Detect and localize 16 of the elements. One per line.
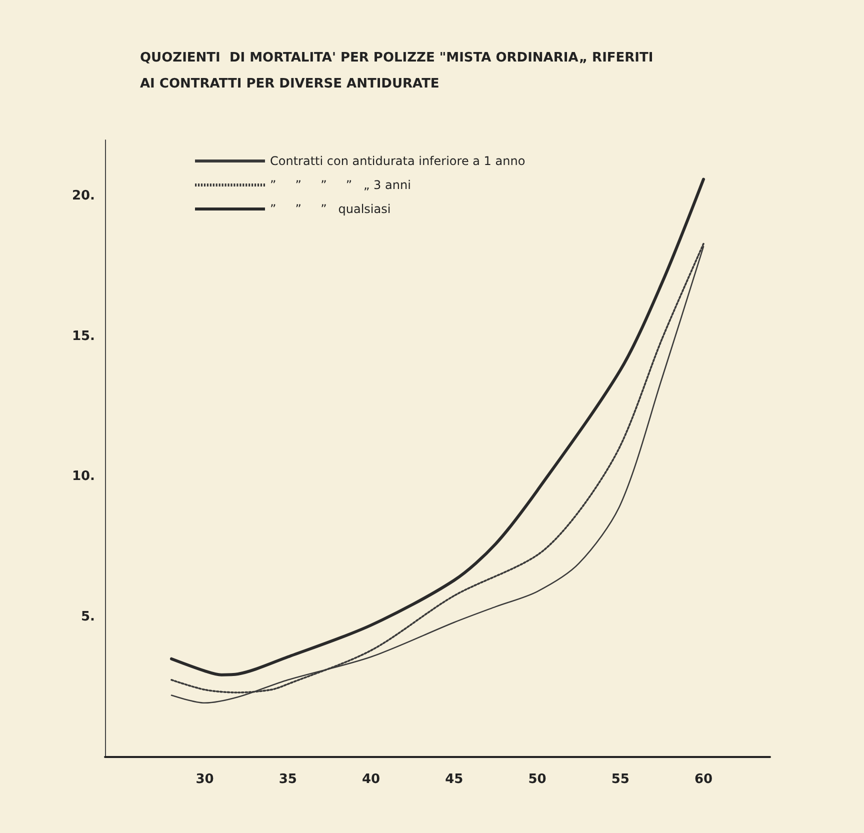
x-tick-label: 40: [362, 772, 380, 787]
x-tick-label: 30: [196, 772, 214, 787]
x-tick-label: 35: [278, 772, 297, 787]
y-tick-label: 20.: [72, 188, 95, 204]
y-tick-label: 15.: [72, 328, 95, 344]
legend-label: ” ” ” qualsiasi: [270, 202, 391, 216]
x-tick-label: 55: [611, 772, 630, 787]
x-tick-label: 60: [694, 772, 713, 787]
y-tick-label: 10.: [72, 469, 95, 484]
x-tick-label: 50: [528, 772, 546, 787]
legend-label: Contratti con antidurata inferiore a 1 anno: [270, 154, 526, 168]
legend-label: ” ” ” ” „ 3 anni: [270, 178, 411, 192]
chart-title: QUOZIENTI DI MORTALITA' PER POLIZZE "MISTA ORDINARIA„ RIFERITI AI CONTRATTI PER DIVERSE ANTIDURATE: [140, 50, 654, 92]
y-tick-label: 5.: [81, 609, 95, 624]
x-tick-label: 45: [445, 772, 464, 787]
line-series: [170, 178, 705, 676]
